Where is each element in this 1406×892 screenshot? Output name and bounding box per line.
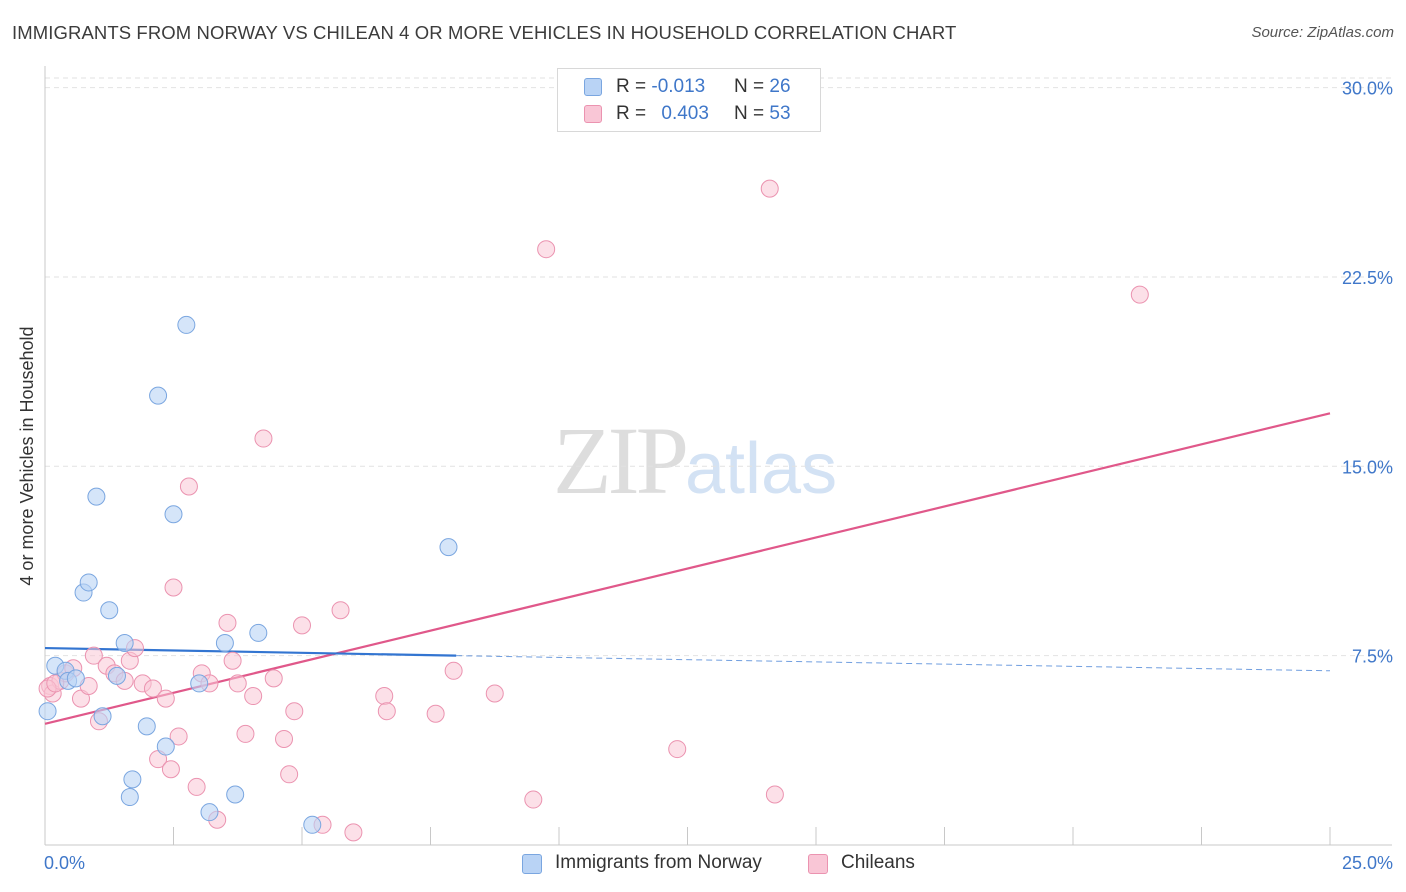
chilean-point — [485, 684, 504, 703]
chilean-point — [1130, 285, 1149, 304]
norway-point — [38, 702, 57, 721]
norway-point — [123, 770, 142, 789]
x-tick-label: 25.0% — [1342, 853, 1393, 873]
legend-r-label: R = — [616, 76, 652, 97]
chilean-point — [444, 661, 463, 680]
norway-point — [200, 803, 219, 822]
chilean-point — [254, 429, 273, 448]
norway-point — [137, 717, 156, 736]
norway-point — [66, 669, 85, 688]
chilean-point — [377, 702, 396, 721]
y-axis-label: 4 or more Vehicles in Household — [17, 326, 37, 585]
norway-point — [100, 601, 119, 620]
norway-point — [249, 623, 268, 642]
trend-lines — [44, 412, 1331, 725]
norway-point — [303, 815, 322, 834]
chilean-point — [331, 601, 350, 620]
y-tick-label: 30.0% — [1342, 79, 1393, 99]
chilean-point — [236, 724, 255, 743]
legend-n-label: N = — [734, 76, 770, 97]
legend-r-norway: R = -0.013 — [616, 76, 705, 98]
norway-point — [120, 788, 139, 807]
legend-n-norway: N = 26 — [734, 76, 791, 98]
grid-lines — [45, 77, 1392, 657]
norway-point — [190, 674, 209, 693]
chilean-point — [223, 651, 242, 670]
legend-r-chileans: R = 0.403 — [616, 103, 709, 125]
chilean-point — [228, 674, 247, 693]
chilean-point — [169, 727, 188, 746]
bottom-legend-swatch-chileans — [808, 854, 828, 874]
norway-point — [164, 505, 183, 524]
norway-point — [79, 573, 98, 592]
chilean-point — [179, 477, 198, 496]
norway-point — [156, 737, 175, 756]
data-points — [38, 179, 1149, 842]
norway-trend-extension — [456, 655, 1331, 672]
bottom-legend-swatch-norway — [522, 854, 542, 874]
chilean-point — [187, 777, 206, 796]
norway-point — [115, 634, 134, 653]
norway-point — [87, 487, 106, 506]
legend-swatch-norway — [584, 78, 602, 96]
norway-point — [177, 315, 196, 334]
chilean-point — [668, 740, 687, 759]
chilean-point — [524, 790, 543, 809]
chilean-point — [156, 689, 175, 708]
y-tick-label: 22.5% — [1342, 268, 1393, 288]
chart-title: IMMIGRANTS FROM NORWAY VS CHILEAN 4 OR M… — [12, 22, 957, 43]
chilean-point — [760, 179, 779, 198]
legend-n-chileans: N = 53 — [734, 103, 791, 125]
legend-r-label: R = — [616, 103, 652, 124]
norway-point — [149, 386, 168, 405]
chilean-point — [264, 669, 283, 688]
legend-r-value: -0.013 — [651, 76, 706, 97]
legend-n-value: 26 — [769, 76, 791, 97]
watermark-atlas: atlas — [685, 429, 838, 509]
chilean-point — [84, 646, 103, 665]
chilean-point — [143, 679, 162, 698]
chilean-point — [280, 765, 299, 784]
norway-point — [107, 666, 126, 685]
tick-labels: 7.5% 15.0% 22.5% 30.0% 0.0% 25.0% — [44, 79, 1393, 873]
norway-point — [439, 538, 458, 557]
bottom-legend-label-chileans: Chileans — [841, 852, 915, 873]
chilean-point — [537, 240, 556, 259]
chilean-point — [765, 785, 784, 804]
zipatlas-watermark: ZIPatlas — [553, 405, 837, 516]
correlation-legend: R = -0.013 N = 26 R = 0.403 N = 53 — [557, 68, 821, 132]
chilean-point — [426, 704, 445, 723]
chilean-point — [164, 578, 183, 597]
chilean-point — [244, 687, 263, 706]
chilean-point — [161, 760, 180, 779]
chileans-trend-line — [44, 412, 1331, 725]
y-tick-label: 7.5% — [1352, 647, 1393, 667]
x-tick-label: 0.0% — [44, 853, 85, 873]
norway-point — [93, 707, 112, 726]
chilean-point — [285, 702, 304, 721]
chilean-point — [275, 729, 294, 748]
norway-trend-line — [44, 646, 457, 657]
chilean-point — [344, 823, 363, 842]
norway-point — [226, 785, 245, 804]
legend-swatch-chileans — [584, 105, 602, 123]
chilean-point — [293, 616, 311, 635]
chilean-point — [375, 687, 394, 706]
bottom-legend-label-norway: Immigrants from Norway — [555, 852, 762, 873]
chilean-point — [218, 613, 237, 632]
legend-r-value: 0.403 — [661, 103, 709, 124]
legend-n-label: N = — [734, 103, 770, 124]
legend-n-value: 53 — [769, 103, 791, 124]
watermark-zip: ZIP — [553, 407, 689, 514]
y-tick-label: 15.0% — [1342, 457, 1393, 477]
source-credit: Source: ZipAtlas.com — [1251, 24, 1394, 41]
norway-point — [215, 634, 234, 653]
